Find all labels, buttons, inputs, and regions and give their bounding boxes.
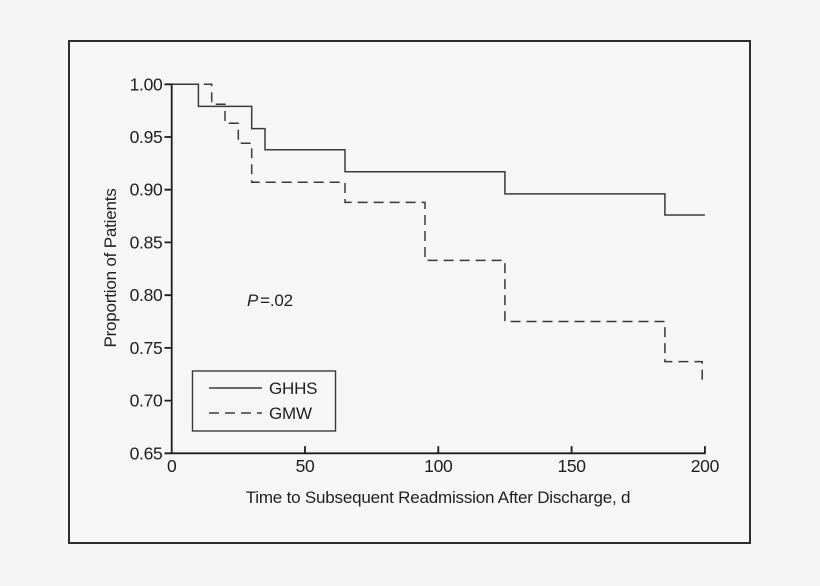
- x-tick-label: 100: [424, 456, 453, 476]
- y-tick-label: 0.65: [130, 443, 163, 463]
- axes-lines: [164, 83, 706, 455]
- p-symbol: P: [247, 291, 259, 310]
- y-tick-label: 0.75: [130, 338, 163, 358]
- x-tick-label: 0: [167, 456, 177, 476]
- x-axis-title: Time to Subsequent Readmission After Dis…: [246, 488, 631, 507]
- p-value-annotation: P =.02: [247, 291, 293, 310]
- legend-ghhs-label: GHHS: [269, 379, 317, 398]
- y-tick-label: 0.95: [130, 127, 163, 147]
- y-tick-label: 0.90: [130, 180, 163, 200]
- x-tick-labels: 0 50 100 150 200: [167, 456, 720, 476]
- y-axis-title: Proportion of Patients: [101, 188, 120, 347]
- y-tick-label: 0.85: [130, 232, 163, 252]
- x-tick-label: 200: [691, 456, 720, 476]
- legend-gmw-label: GMW: [269, 404, 312, 423]
- p-value: =.02: [260, 291, 293, 310]
- x-tick-label: 150: [557, 456, 586, 476]
- plot-area: 0 50 100 150 200 1.00 0.95 0.90 0.85 0.80 0.75 0.7…: [130, 74, 720, 476]
- figure-frame: [68, 40, 751, 544]
- y-tick-label: 1.00: [130, 74, 163, 94]
- legend-box: [191, 370, 337, 432]
- legend: GHHS GMW: [191, 370, 337, 432]
- y-tick-label: 0.70: [130, 391, 163, 411]
- y-tick-label: 0.80: [130, 285, 163, 305]
- series-gmw-line: [171, 83, 705, 382]
- y-tick-labels: 1.00 0.95 0.90 0.85 0.80 0.75 0.70 0.65: [130, 74, 164, 463]
- x-tick-label: 50: [296, 456, 315, 476]
- series-ghhs-line: [171, 83, 705, 216]
